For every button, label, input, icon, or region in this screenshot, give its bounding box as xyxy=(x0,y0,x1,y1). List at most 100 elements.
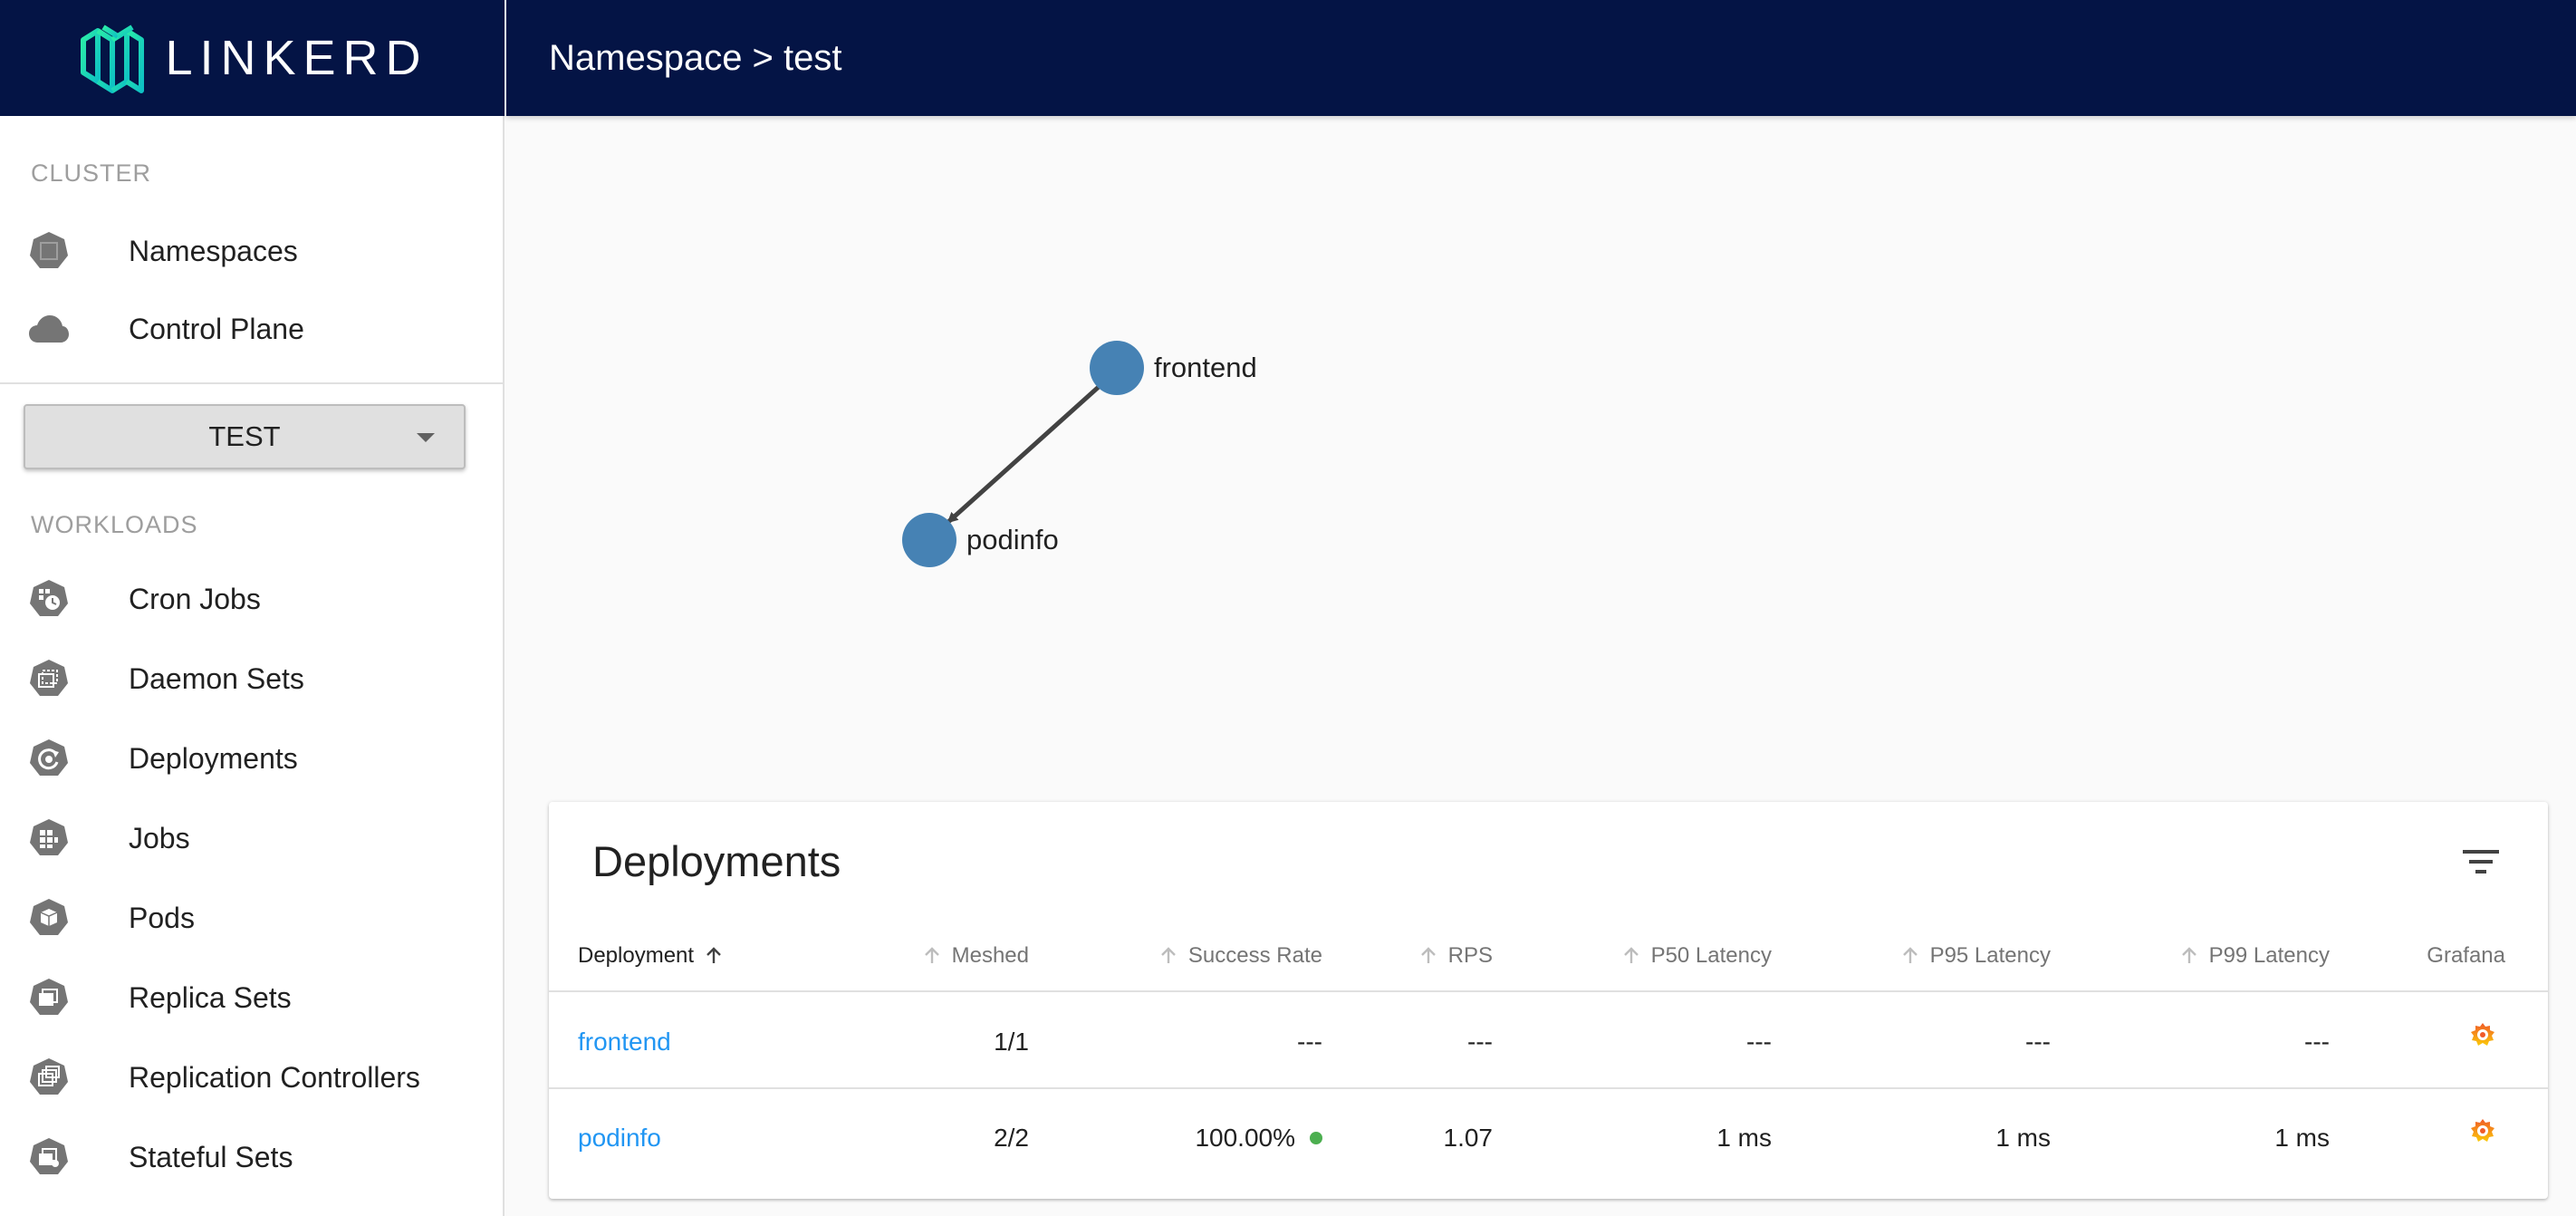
namespace-topology-graph: frontend podinfo xyxy=(506,116,2576,805)
column-header-deployment[interactable]: Deployment xyxy=(578,920,725,992)
sort-icon xyxy=(1420,947,1436,963)
column-label: Deployment xyxy=(578,943,695,968)
column-header-meshed[interactable]: Meshed xyxy=(921,920,1029,992)
sidebar-item-label: Pods xyxy=(129,901,195,934)
sidebar-item-cron-jobs[interactable]: Cron Jobs xyxy=(0,560,503,638)
sidebar-item-label: Cron Jobs xyxy=(129,582,261,615)
sidebar-item-label: Replication Controllers xyxy=(129,1060,420,1094)
sort-icon xyxy=(1623,947,1639,963)
namespace-select-value: TEST xyxy=(208,420,281,452)
cronjob-icon xyxy=(27,577,71,621)
p95-latency-cell: --- xyxy=(2025,1027,2051,1056)
sidebar-item-replication-controllers[interactable]: Replication Controllers xyxy=(0,1038,503,1116)
success-rate-value: 100.00% xyxy=(1195,1123,1295,1152)
column-header-success-rate[interactable]: Success Rate xyxy=(1158,920,1322,992)
column-header-p99-latency[interactable]: P99 Latency xyxy=(2178,920,2330,992)
column-header-grafana[interactable]: Grafana xyxy=(2427,920,2505,992)
filter-icon[interactable] xyxy=(2463,847,2499,876)
daemonset-icon xyxy=(27,657,71,700)
sidebar-divider xyxy=(0,382,503,384)
column-label: P95 Latency xyxy=(1929,943,2051,968)
cloud-icon xyxy=(27,307,71,351)
graph-node-label-podinfo: podinfo xyxy=(966,524,1059,555)
success-rate-cell: 100.00% xyxy=(1195,1090,1322,1185)
sidebar-item-label: Deployments xyxy=(129,741,298,775)
replication-controller-icon xyxy=(27,1056,71,1099)
sidebar-item-jobs[interactable]: Jobs xyxy=(0,799,503,877)
column-header-p95-latency[interactable]: P95 Latency xyxy=(1899,920,2051,992)
sort-icon xyxy=(924,947,939,963)
column-label: Success Rate xyxy=(1187,943,1322,968)
logo[interactable]: LINKERD xyxy=(76,22,428,94)
p95-latency-cell: 1 ms xyxy=(1995,1123,2051,1152)
deployment-icon xyxy=(27,737,71,780)
sidebar-item-label: Namespaces xyxy=(129,234,298,267)
graph-svg: frontend podinfo xyxy=(902,341,1257,567)
sidebar: LINKERD CLUSTER Namespaces Control Plane… xyxy=(0,0,505,1216)
rps-cell: 1.07 xyxy=(1443,1123,1494,1152)
column-label: P50 Latency xyxy=(1650,943,1772,968)
linkerd-logo-icon xyxy=(81,24,145,93)
sidebar-item-deployments[interactable]: Deployments xyxy=(0,719,503,797)
p99-latency-cell: --- xyxy=(2304,1027,2330,1056)
sort-icon xyxy=(2181,947,2196,963)
cluster-section-label: CLUSTER xyxy=(31,159,152,187)
table-header: Deployment Meshed Success Rate RPS P50 Laten… xyxy=(549,920,2548,992)
top-bar: Namespace > test xyxy=(506,0,2576,116)
table-row: frontend 1/1 --- --- --- --- --- xyxy=(549,994,2548,1089)
success-rate-cell: --- xyxy=(1297,994,1322,1089)
deployments-card: Deployments Deployment Meshed Success Rate… xyxy=(549,802,2548,1199)
sidebar-item-label: Control Plane xyxy=(129,312,304,345)
sidebar-item-daemon-sets[interactable]: Daemon Sets xyxy=(0,640,503,718)
pod-icon xyxy=(27,896,71,940)
sidebar-item-stateful-sets[interactable]: Stateful Sets xyxy=(0,1118,503,1196)
graph-edge-frontend-podinfo xyxy=(947,384,1101,524)
namespace-icon xyxy=(27,229,71,273)
p50-latency-cell: --- xyxy=(1746,1027,1772,1056)
grafana-icon[interactable] xyxy=(2469,1117,2496,1144)
table-row: podinfo 2/2 100.00% 1.07 1 ms 1 ms 1 ms xyxy=(549,1090,2548,1185)
workloads-section-label: WORKLOADS xyxy=(31,511,198,538)
replicaset-icon xyxy=(27,976,71,1019)
deployment-link[interactable]: frontend xyxy=(578,1027,671,1056)
p99-latency-cell: 1 ms xyxy=(2274,1123,2330,1152)
sort-icon xyxy=(1902,947,1918,963)
deployment-link[interactable]: podinfo xyxy=(578,1123,661,1152)
column-label: Grafana xyxy=(2427,943,2505,968)
sort-ascending-icon xyxy=(706,947,721,963)
card-title: Deployments xyxy=(592,837,841,885)
statefulset-icon xyxy=(27,1135,71,1179)
column-label: Meshed xyxy=(951,943,1029,968)
breadcrumb: Namespace > test xyxy=(549,37,842,78)
sidebar-item-label: Stateful Sets xyxy=(129,1140,293,1173)
chevron-down-icon xyxy=(417,433,435,442)
success-rate-value: --- xyxy=(1297,1027,1322,1056)
namespace-select[interactable]: TEST xyxy=(24,404,466,469)
graph-node-label-frontend: frontend xyxy=(1154,352,1257,383)
meshed-cell: 2/2 xyxy=(994,1123,1029,1152)
success-status-dot xyxy=(1310,1131,1322,1144)
sidebar-item-pods[interactable]: Pods xyxy=(0,879,503,957)
sidebar-item-namespaces[interactable]: Namespaces xyxy=(0,212,503,290)
sort-icon xyxy=(1161,947,1176,963)
graph-node-podinfo[interactable] xyxy=(902,513,956,567)
sidebar-item-label: Daemon Sets xyxy=(129,661,304,695)
rps-cell: --- xyxy=(1467,1027,1493,1056)
grafana-icon[interactable] xyxy=(2469,1021,2496,1048)
p50-latency-cell: 1 ms xyxy=(1716,1123,1772,1152)
column-label: P99 Latency xyxy=(2208,943,2330,968)
job-icon xyxy=(27,816,71,860)
grafana-cell xyxy=(2469,1090,2496,1185)
grafana-cell xyxy=(2469,994,2496,1089)
brand-name: LINKERD xyxy=(165,31,428,85)
sidebar-item-label: Jobs xyxy=(129,821,190,854)
column-label: RPS xyxy=(1447,943,1493,968)
column-header-p50-latency[interactable]: P50 Latency xyxy=(1620,920,1772,992)
logo-bar[interactable]: LINKERD xyxy=(0,0,505,116)
graph-node-frontend[interactable] xyxy=(1090,341,1144,395)
sidebar-item-control-plane[interactable]: Control Plane xyxy=(0,290,503,368)
meshed-cell: 1/1 xyxy=(994,1027,1029,1056)
sidebar-item-label: Replica Sets xyxy=(129,980,292,1014)
column-header-rps[interactable]: RPS xyxy=(1418,920,1493,992)
sidebar-item-replica-sets[interactable]: Replica Sets xyxy=(0,959,503,1037)
